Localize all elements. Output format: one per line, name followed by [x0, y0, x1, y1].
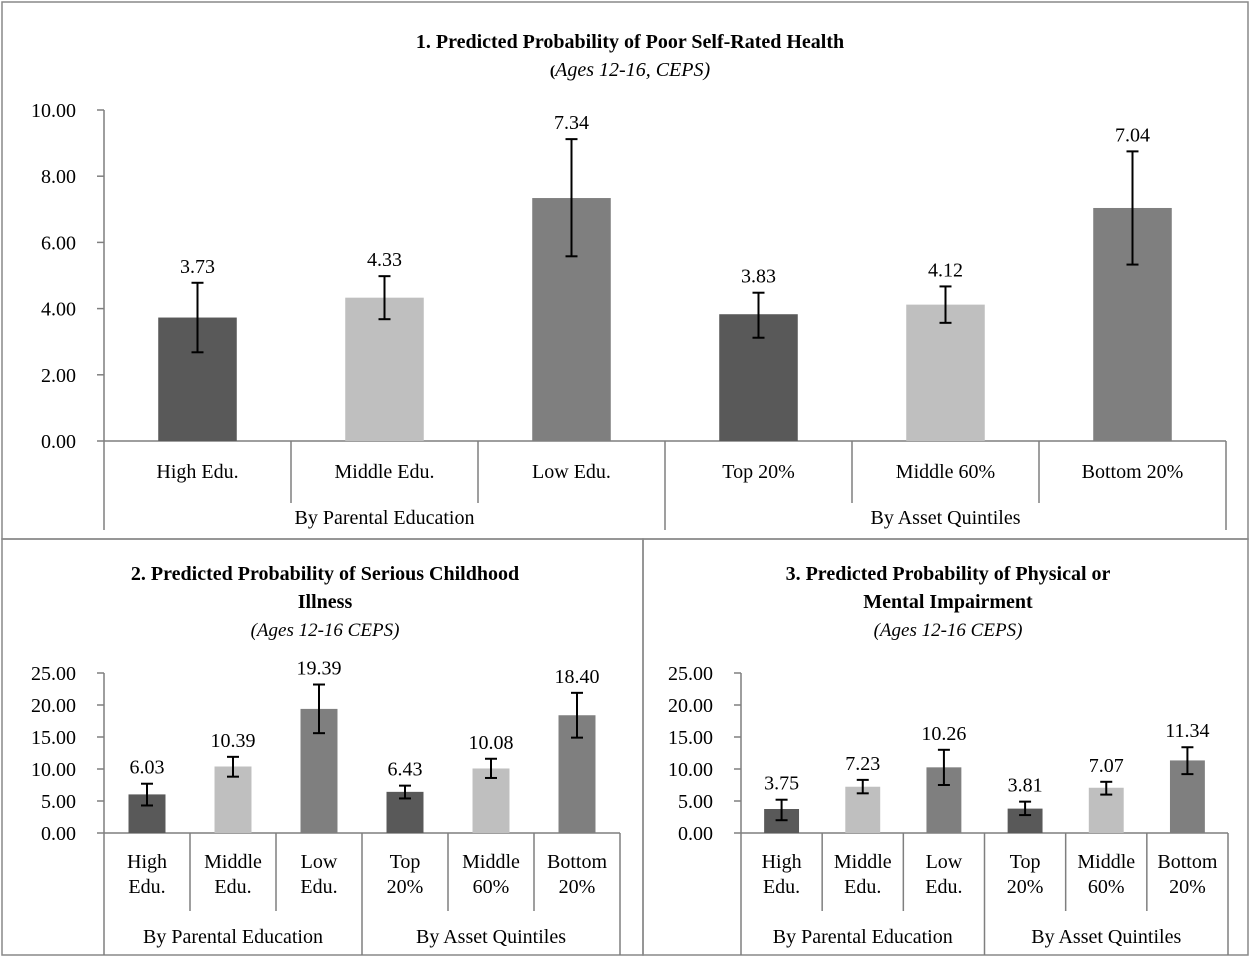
category-label: Top 20% [722, 461, 794, 483]
group-label: By Parental Education [295, 507, 475, 529]
category-label-line-1: Low [926, 851, 963, 873]
category-label-line-2: 20% [559, 876, 596, 898]
category-label: Low Edu. [532, 461, 611, 483]
category-label-line-1: Middle [204, 851, 262, 873]
data-label: 7.07 [1089, 755, 1124, 777]
data-label: 4.33 [367, 249, 402, 271]
category-label: Middle 60% [896, 461, 995, 483]
bar [345, 297, 424, 441]
category-label-line-2: Edu. [925, 876, 962, 898]
group-label: By Asset Quintiles [870, 507, 1020, 529]
chart-3-title-line-1: 3. Predicted Probability of Physical or [786, 563, 1111, 585]
category-label: High Edu. [156, 461, 238, 483]
category-label-line-1: Middle [834, 851, 892, 873]
category-label-line-2: 20% [1007, 876, 1044, 898]
category-label: Bottom 20% [1082, 461, 1184, 483]
group-label: By Asset Quintiles [1031, 926, 1181, 948]
category-label-line-1: Middle [462, 851, 520, 873]
group-label: By Parental Education [773, 926, 953, 948]
category-label-line-1: Middle [1077, 851, 1135, 873]
chart-3-title-line-2: Mental Impairment [863, 591, 1033, 613]
data-label: 18.40 [555, 666, 600, 688]
category-label-line-1: High [762, 851, 802, 873]
y-tick-label: 8.00 [41, 166, 76, 188]
category-label-line-2: 20% [1169, 876, 1206, 898]
y-tick-label: 20.00 [31, 695, 76, 717]
data-label: 3.73 [180, 256, 215, 278]
category-label-line-2: 60% [473, 876, 510, 898]
y-tick-label: 10.00 [31, 100, 76, 122]
data-label: 3.83 [741, 266, 776, 288]
data-label: 4.12 [928, 259, 963, 281]
y-tick-label: 10.00 [31, 759, 76, 781]
category-label-line-2: Edu. [300, 876, 337, 898]
bar [845, 786, 881, 833]
group-label: By Asset Quintiles [416, 926, 566, 948]
y-tick-label: 6.00 [41, 232, 76, 254]
y-tick-label: 0.00 [41, 431, 76, 453]
category-label-line-2: Edu. [214, 876, 251, 898]
chart-1-plot: 0.00 2.00 4.00 6.00 8.00 10.00 3.73 High Edu. 4.… [31, 100, 1227, 530]
group-label: By Parental Education [143, 926, 323, 948]
y-tick-label: 5.00 [678, 791, 713, 813]
bar [472, 768, 510, 833]
chart-3-subtitle: (Ages 12-16 CEPS) [874, 620, 1023, 641]
y-tick-label: 25.00 [668, 663, 713, 685]
chart-2-title-line-1: 2. Predicted Probability of Serious Chil… [131, 563, 519, 585]
y-tick-label: 25.00 [31, 663, 76, 685]
panel-3-frame [642, 538, 1249, 956]
chart-2-plot: 0.00 5.00 10.00 15.00 20.00 25.00 6.03 High Edu.… [31, 658, 621, 955]
data-label: 3.75 [764, 773, 799, 795]
bar [906, 304, 985, 441]
chart-1-subtitle: (Ages 12-16, CEPS) [550, 59, 711, 81]
data-label: 6.03 [130, 757, 165, 779]
y-tick-label: 15.00 [668, 727, 713, 749]
category-label-line-1: Low [301, 851, 338, 873]
chart-1-subtitle-text: Ages 12-16, CEPS) [553, 59, 710, 81]
data-label: 7.23 [845, 753, 880, 775]
data-label: 11.34 [1165, 720, 1209, 742]
chart-1-title: 1. Predicted Probability of Poor Self-Ra… [416, 31, 844, 53]
data-label: 7.34 [554, 112, 589, 134]
y-tick-label: 5.00 [41, 791, 76, 813]
data-label: 10.39 [211, 730, 256, 752]
category-label-line-2: 60% [1088, 876, 1125, 898]
y-tick-label: 0.00 [41, 823, 76, 845]
category-label-line-2: 20% [387, 876, 424, 898]
data-label: 10.26 [921, 723, 966, 745]
y-tick-label: 15.00 [31, 727, 76, 749]
category-label-line-1: High [127, 851, 167, 873]
data-label: 19.39 [297, 658, 342, 680]
category-label: Middle Edu. [335, 461, 435, 483]
category-label-line-2: Edu. [128, 876, 165, 898]
chart-1-subtitle-paren: ( [550, 63, 555, 80]
y-tick-label: 4.00 [41, 299, 76, 321]
category-label-line-1: Top [390, 851, 421, 873]
chart-2-subtitle: (Ages 12-16 CEPS) [251, 620, 400, 641]
data-label: 3.81 [1008, 775, 1043, 797]
y-tick-label: 0.00 [678, 823, 713, 845]
data-label: 10.08 [469, 732, 514, 754]
chart-2-title-line-2: Illness [298, 591, 353, 613]
data-label: 7.04 [1115, 124, 1150, 146]
category-label-line-1: Bottom [1157, 851, 1217, 873]
category-label-line-2: Edu. [763, 876, 800, 898]
category-label-line-1: Bottom [547, 851, 607, 873]
category-label-line-2: Edu. [844, 876, 881, 898]
y-tick-label: 10.00 [668, 759, 713, 781]
y-tick-label: 2.00 [41, 365, 76, 387]
chart-3-plot: 0.00 5.00 10.00 15.00 20.00 25.00 3.75 High Edu.… [668, 663, 1229, 955]
data-label: 6.43 [388, 759, 423, 781]
category-label-line-1: Top [1010, 851, 1041, 873]
y-tick-label: 20.00 [668, 695, 713, 717]
